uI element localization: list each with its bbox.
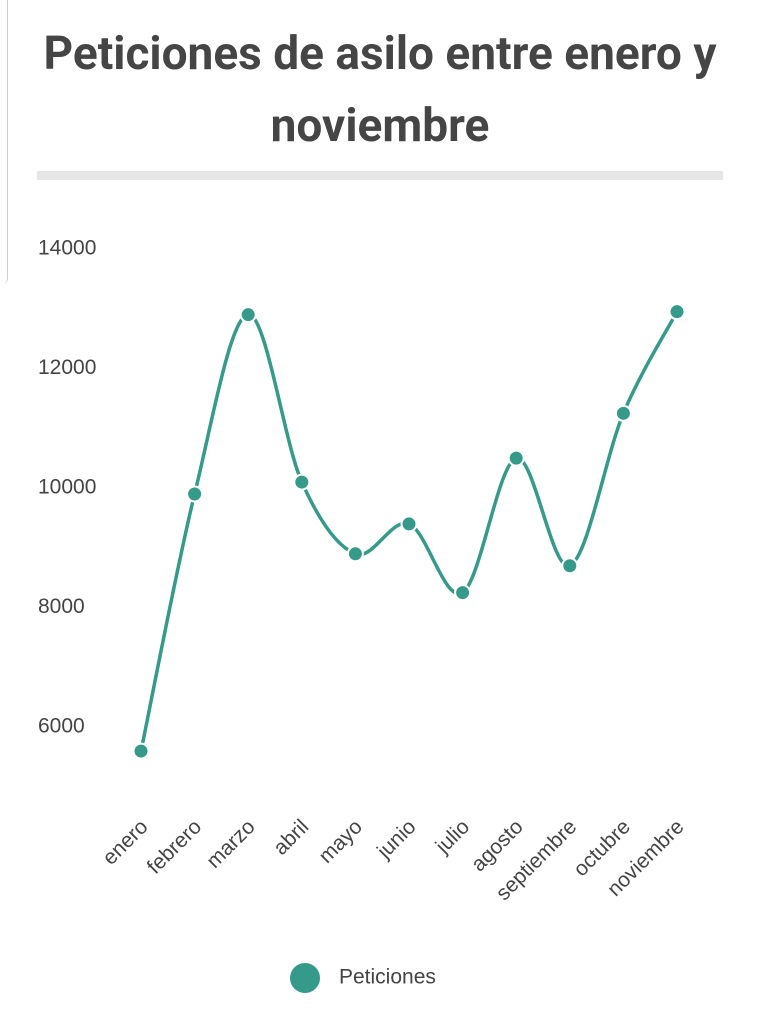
chart-title: Peticiones de asilo entre enero y noviem… <box>43 27 717 153</box>
data-point <box>186 485 204 503</box>
data-point <box>454 584 472 602</box>
legend-label: Peticiones <box>339 966 436 989</box>
data-point <box>400 515 418 533</box>
data-point <box>293 473 311 491</box>
x-tick-label: mayo <box>314 815 367 868</box>
data-point <box>346 545 364 563</box>
y-tick-label: 12000 <box>38 356 96 379</box>
x-tick-label: julio <box>431 815 474 858</box>
legend-swatch <box>290 963 320 993</box>
data-point <box>507 449 525 467</box>
x-tick-label: febrero <box>143 815 206 878</box>
y-tick-label: 6000 <box>38 715 85 738</box>
x-tick-label: junio <box>372 815 420 863</box>
data-point <box>668 303 686 321</box>
data-point <box>561 557 579 575</box>
frame-edge <box>0 0 8 284</box>
data-point <box>132 742 150 760</box>
y-tick-label: 8000 <box>38 595 85 618</box>
x-tick-label: abril <box>269 815 313 859</box>
y-tick-label: 14000 <box>38 236 96 259</box>
data-point <box>614 404 632 422</box>
data-point <box>239 306 257 324</box>
title-rule <box>37 171 723 180</box>
y-tick-label: 10000 <box>38 476 96 499</box>
x-tick-label: marzo <box>202 815 260 873</box>
